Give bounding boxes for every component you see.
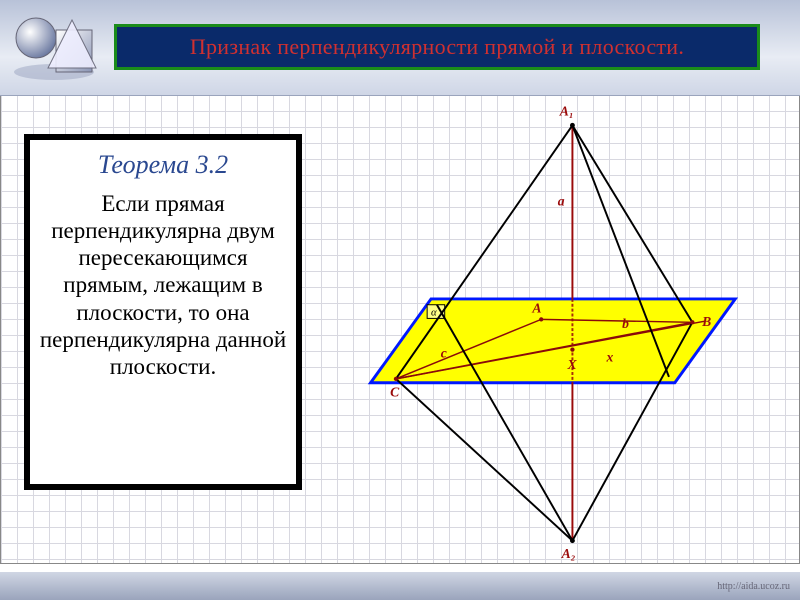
slide-title: Признак перпендикулярности прямой и плос… [114, 24, 760, 70]
svg-text:b: b [622, 316, 629, 331]
svg-text:A₂: A₂ [561, 546, 576, 561]
svg-text:X: X [567, 357, 578, 372]
svg-text:a: a [558, 193, 565, 208]
svg-text:B: B [701, 314, 711, 329]
svg-text:C: C [390, 384, 400, 399]
bottom-bar: http://aida.ucoz.ru [0, 572, 800, 600]
logo-icon [8, 10, 104, 86]
svg-text:α: α [431, 306, 437, 318]
theorem-box: Теорема 3.2 Если прямая перпендикулярна … [24, 134, 302, 490]
footer-url: http://aida.ucoz.ru [717, 581, 790, 592]
slide-title-text: Признак перпендикулярности прямой и плос… [190, 34, 684, 60]
svg-text:A: A [531, 301, 541, 316]
top-bar: Признак перпендикулярности прямой и плос… [0, 0, 800, 96]
theorem-body: Если прямая перпендикулярна двум пересек… [36, 190, 290, 380]
svg-text:c: c [441, 345, 447, 360]
geometry-diagram: α A₁ A₂ A B C Xa b c x [310, 100, 790, 568]
svg-text:x: x [606, 349, 614, 364]
theorem-title: Теорема 3.2 [98, 150, 228, 180]
svg-text:A₁: A₁ [559, 104, 574, 119]
